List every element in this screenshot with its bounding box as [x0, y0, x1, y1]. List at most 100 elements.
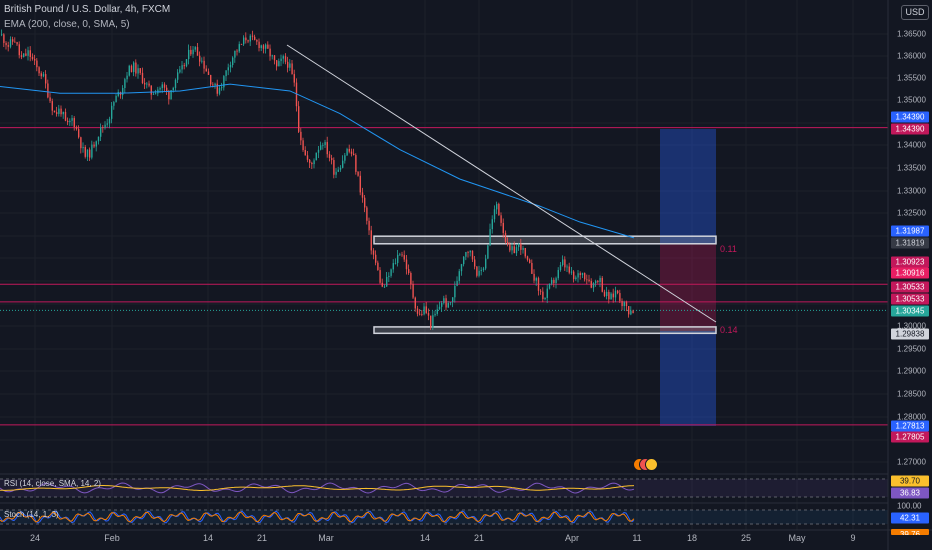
price-tick: 1.36500	[897, 29, 926, 39]
stoch-axis-tick: 100.00	[897, 501, 922, 511]
candle-body	[544, 297, 546, 300]
candle-body	[322, 145, 324, 146]
candle-body	[381, 282, 383, 287]
candle-body	[359, 175, 361, 193]
candle-body	[276, 60, 278, 67]
candle-body	[298, 106, 300, 132]
candle-body	[553, 279, 555, 284]
candle-body	[56, 112, 58, 114]
candle-body	[628, 306, 630, 315]
candle-body	[370, 230, 372, 251]
price-tag-position-target: 1.34390	[891, 111, 929, 123]
candle-body	[67, 120, 69, 123]
price-tag-level: 1.30533	[891, 281, 929, 293]
candle-body	[100, 127, 102, 137]
candle-body	[302, 140, 304, 151]
candle-body	[287, 61, 289, 68]
candle-body	[313, 160, 315, 165]
candle-body	[289, 63, 291, 68]
candle-body	[192, 49, 194, 55]
candle-body	[346, 148, 348, 156]
candle-body	[236, 50, 238, 52]
candle-body	[91, 144, 93, 158]
candle-body	[49, 97, 51, 102]
candle-body	[414, 297, 416, 309]
candle-body	[546, 288, 548, 298]
candle-body	[130, 65, 133, 73]
support-resistance-zone[interactable]	[373, 326, 717, 335]
position-entry-zone[interactable]	[660, 244, 716, 331]
drawing-zones[interactable]	[373, 129, 717, 426]
price-tag-level: 1.30916	[891, 267, 929, 279]
candle-body	[405, 259, 408, 270]
candle-body	[247, 40, 249, 42]
candle-body	[155, 93, 157, 95]
candle-body	[570, 271, 573, 273]
candle-body	[104, 124, 106, 128]
candle-body	[269, 48, 271, 57]
trendline[interactable]	[286, 44, 717, 323]
candle-body	[392, 263, 394, 270]
candle-body	[388, 275, 390, 277]
candle-body	[603, 291, 606, 297]
candle-body	[456, 280, 458, 286]
candle-body	[291, 63, 293, 75]
price-tag-zone-bottom: 1.29838	[891, 328, 929, 340]
candle-body	[425, 306, 427, 313]
candle-body	[344, 155, 346, 161]
candle-body	[196, 47, 199, 56]
candle-body	[480, 269, 482, 271]
candle-body	[474, 259, 476, 267]
candle-body	[412, 284, 414, 298]
candle-body	[282, 56, 284, 59]
candle-body	[421, 314, 423, 315]
price-tick: 1.33000	[897, 186, 926, 196]
price-tick: 1.36000	[897, 51, 926, 61]
candle-body	[3, 34, 5, 43]
price-tick: 1.28500	[897, 389, 926, 399]
horizontal-levels[interactable]	[0, 127, 888, 426]
candle-body	[174, 79, 177, 88]
event-flag-icon[interactable]	[645, 458, 658, 471]
candle-body	[438, 306, 441, 310]
candle-body	[16, 42, 18, 45]
candle-body	[122, 87, 124, 96]
candle-body	[214, 83, 216, 86]
candle-body	[280, 58, 282, 62]
support-resistance-zone[interactable]	[373, 235, 717, 245]
candle-body	[377, 262, 379, 271]
position-stop-zone[interactable]	[660, 331, 716, 426]
candle-body	[293, 74, 295, 83]
economic-events-icons[interactable]	[633, 458, 659, 471]
candle-body	[489, 229, 491, 246]
candle-body	[331, 158, 333, 161]
indicator-lines	[0, 482, 635, 524]
position-target-zone[interactable]	[660, 129, 716, 244]
candle-body	[504, 232, 507, 242]
candle-body	[95, 141, 97, 147]
candle-body	[5, 42, 7, 46]
candle-body	[7, 45, 9, 47]
candle-body	[564, 259, 566, 268]
candle-body	[166, 87, 168, 92]
candle-body	[86, 149, 89, 157]
candle-body	[630, 310, 632, 315]
candle-body	[141, 72, 144, 84]
price-tag-position-stop: 1.27813	[891, 420, 929, 432]
candle-body	[306, 155, 309, 160]
candle-body	[540, 290, 542, 292]
stoch-d-line	[0, 511, 635, 523]
candle-body	[273, 55, 276, 61]
candle-body	[73, 118, 75, 128]
time-tick: 9	[850, 533, 856, 543]
rsi-value-ma: 39.70	[891, 475, 929, 487]
candle-body	[284, 56, 287, 62]
candle-body	[133, 62, 135, 73]
currency-button[interactable]: USD	[901, 5, 929, 20]
candle-body	[621, 301, 623, 307]
candle-body	[309, 159, 311, 163]
candle-body	[84, 146, 86, 157]
candle-body	[533, 273, 535, 281]
candle-body	[623, 302, 625, 307]
